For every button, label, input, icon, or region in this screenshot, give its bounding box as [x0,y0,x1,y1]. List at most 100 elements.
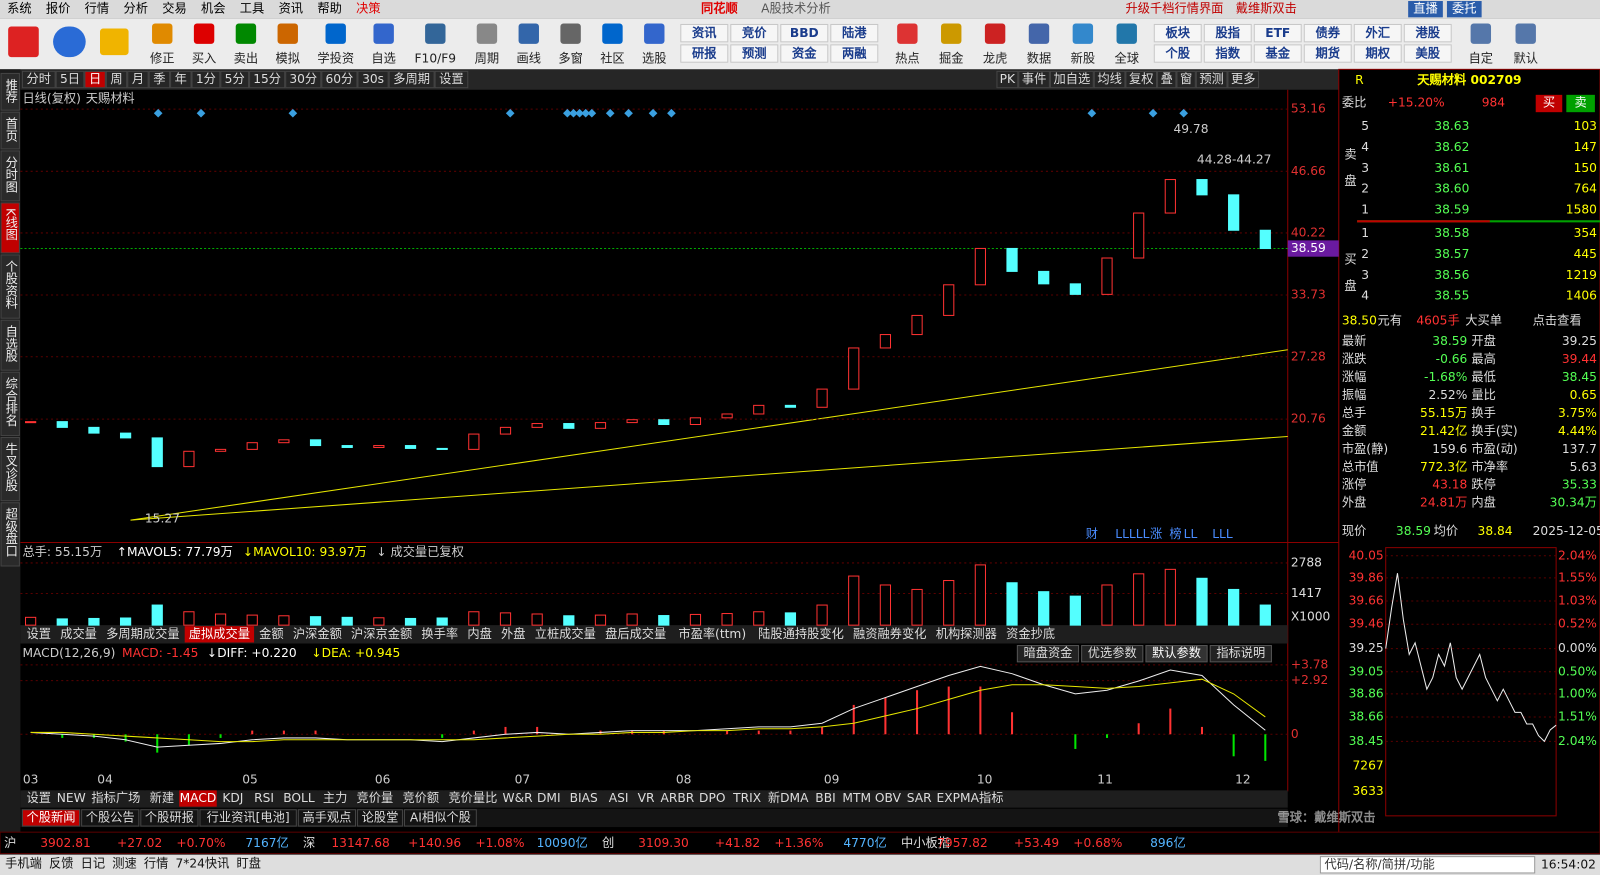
chart-action[interactable]: 均线 [1097,72,1121,86]
indicator-tab[interactable]: 市盈率(ttm) [678,626,746,641]
bottom-tab-bg[interactable] [658,790,697,807]
tool-icon[interactable] [644,23,665,44]
indicator-tab[interactable]: 内盘 [467,626,491,641]
indicator-tab-bg[interactable] [1002,626,1060,643]
chart-action-bg[interactable] [1227,70,1260,89]
period-tab-bg[interactable] [21,70,56,89]
period-tab[interactable]: 月 [132,72,144,86]
bottom-tab[interactable]: DMI [537,791,561,805]
tool-button[interactable]: 画线 [517,52,541,66]
indicator-tab-bg[interactable] [346,626,417,643]
period-tab[interactable]: 5日 [60,72,80,86]
indicator-tab-bg[interactable] [288,626,346,643]
grid-button-bg[interactable] [1353,23,1402,43]
sidebar-tab[interactable]: 超级盘口 [4,507,18,557]
grid-button-bg[interactable] [1403,23,1452,43]
bottom-tab[interactable]: 竞价量 [357,791,394,805]
indicator-tab[interactable]: 融资融券变化 [853,626,926,641]
bottom-tab-bg[interactable] [502,790,533,807]
indicator-tab-bg[interactable] [601,626,671,643]
bottom-tab[interactable]: TRIX [732,791,761,805]
grid-button[interactable]: 资金 [792,46,817,61]
bottom-tab[interactable]: W&R [502,791,533,805]
indicator-tab-bg[interactable] [255,626,288,643]
sidebar-tab-bg[interactable] [0,111,20,150]
tool-button[interactable]: 默认 [1513,51,1537,66]
news-tab-bg[interactable] [403,809,477,827]
status-item[interactable]: 日记 [81,856,105,870]
tool-button[interactable]: 多窗 [558,52,582,66]
news-tab-bg[interactable] [140,809,199,827]
period-tab-bg[interactable] [249,70,286,89]
bottom-tab-bg[interactable] [603,790,634,807]
sidebar-tab[interactable]: 个股资料 [4,260,18,309]
sidebar-tab[interactable]: K线图 [4,208,18,241]
grid-button-bg[interactable] [1203,44,1252,63]
grid-button[interactable]: BBD [790,26,819,40]
macd-button[interactable]: 指标说明 [1216,645,1265,660]
chart-action-bg[interactable] [1018,70,1050,89]
tool-button[interactable]: 自定 [1469,51,1493,66]
tool-icon[interactable] [897,23,918,44]
status-item[interactable]: 7*24快讯 [175,856,229,870]
news-tab-bg[interactable] [21,809,81,827]
menu-item[interactable]: 机会 [201,2,225,16]
grid-button[interactable]: 个股 [1165,46,1191,61]
grid-button-bg[interactable] [1253,23,1302,43]
bottom-tab[interactable]: BOLL [283,791,315,805]
period-tab[interactable]: 季 [153,72,165,86]
chart-action[interactable]: 加自选 [1053,72,1090,86]
event-diamond[interactable] [153,108,163,118]
bottom-tab-bg[interactable] [318,790,352,807]
period-tab-bg[interactable] [220,70,250,89]
bottom-tab[interactable]: 主力 [323,791,347,805]
tool-icon[interactable] [1028,23,1050,44]
status-item[interactable]: 盯盘 [237,855,261,870]
indicator-tab[interactable]: 设置 [27,627,51,641]
news-tab-bg[interactable] [199,809,297,827]
event-diamond[interactable] [505,108,515,118]
bottom-tab-bg[interactable] [280,790,318,807]
bottom-tab[interactable]: 设置 [27,791,51,805]
indicator-tab[interactable]: 虚拟成交量 [189,626,250,641]
sidebar-tab-bg[interactable] [0,436,20,502]
grid-button[interactable]: 指数 [1216,46,1241,61]
period-tab[interactable]: 分时 [27,72,51,86]
macd-button-bg[interactable] [1081,645,1144,663]
status-item[interactable]: 手机端 [5,856,42,870]
period-tab[interactable]: 60分 [325,72,353,86]
bottom-tab[interactable]: SAR [907,791,932,805]
period-tab[interactable]: 日 [89,72,101,86]
sidebar-tab-bg[interactable] [0,254,20,319]
indicator-tab-bg[interactable] [530,626,600,643]
indicator-tab-bg[interactable] [754,626,848,643]
tool-button[interactable]: 全球 [1114,51,1138,66]
menu-item[interactable]: 决策 [356,1,380,16]
bottom-tab-bg[interactable] [145,790,179,807]
indicator-tab[interactable]: 沪深京金额 [351,626,412,641]
grid-button-bg[interactable] [1403,44,1452,63]
tool-button[interactable]: 学投资 [317,51,354,66]
tool-icon[interactable] [476,23,498,44]
menu-item[interactable]: 系统 [7,2,31,16]
menu-item[interactable]: 帮助 [317,2,341,16]
grid-button[interactable]: ETF [1265,26,1290,40]
event-diamond[interactable] [1148,108,1158,118]
period-tab-bg[interactable] [148,70,171,89]
tool-icon[interactable] [193,23,215,44]
chart-action-bg[interactable] [1195,70,1228,89]
period-tab-bg[interactable] [55,70,85,89]
menu-item[interactable]: 分析 [123,2,147,16]
sidebar-tab[interactable]: 牛叉诊股 [4,441,18,492]
status-item[interactable]: 测速 [112,856,136,870]
period-tab-bg[interactable] [434,70,469,89]
grid-button-bg[interactable] [780,23,829,43]
tool-icon[interactable] [277,23,298,44]
bottom-tab-bg[interactable] [728,790,766,807]
sidebar-tab-bg[interactable] [0,371,20,436]
news-tab-bg[interactable] [81,809,140,827]
bottom-tab[interactable]: 竞价量比 [448,791,497,805]
sidebar-tab[interactable]: 综合排名 [4,377,18,426]
bottom-tab-bg[interactable] [398,790,444,807]
bottom-tab-bg[interactable] [935,790,1005,807]
